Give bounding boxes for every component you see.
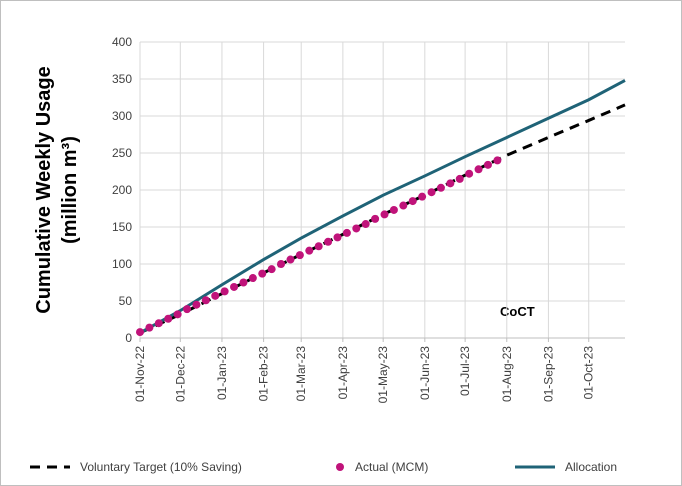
data-point — [446, 179, 455, 188]
data-point — [201, 296, 210, 305]
x-tick-label: 01-Sep-23 — [541, 346, 555, 402]
data-point — [474, 165, 483, 174]
data-point — [192, 300, 201, 309]
data-point — [277, 260, 286, 268]
y-tick-label: 50 — [119, 294, 133, 308]
legend-label: Actual (MCM) — [355, 460, 428, 474]
y-tick-label: 0 — [125, 331, 132, 345]
data-point — [408, 197, 417, 206]
data-point — [230, 282, 239, 291]
x-tick-label: 01-Jul-23 — [458, 346, 472, 396]
annotation: CoCT — [500, 304, 535, 319]
data-point — [493, 156, 502, 165]
y-tick-label: 350 — [112, 72, 132, 86]
data-point — [248, 274, 257, 283]
data-point — [465, 169, 474, 178]
data-point — [173, 310, 182, 319]
data-point — [427, 188, 436, 197]
data-point — [455, 174, 464, 183]
data-point — [154, 319, 163, 328]
data-point — [258, 269, 267, 278]
data-point — [295, 251, 304, 260]
data-point — [361, 220, 370, 229]
x-tick-label: 01-Dec-22 — [173, 346, 187, 402]
y-axis-title: Cumulative Weekly Usage — [33, 66, 55, 314]
x-tick-label: 01-Aug-23 — [500, 346, 514, 402]
data-point — [436, 183, 445, 192]
x-tick-label: 01-Nov-22 — [133, 346, 147, 402]
data-point — [183, 305, 192, 314]
legend-label: Voluntary Target (10% Saving) — [80, 460, 242, 474]
data-point — [211, 291, 220, 300]
data-point — [389, 205, 398, 214]
x-tick-label: 01-Jan-23 — [215, 346, 229, 400]
data-point — [380, 210, 389, 219]
x-tick-label: 01-Oct-23 — [582, 346, 596, 400]
data-point — [145, 323, 154, 332]
x-tick-label: 01-Feb-23 — [257, 346, 271, 402]
x-tick-label: 01-Apr-23 — [336, 346, 350, 400]
x-tick-label: 01-Jun-23 — [418, 346, 432, 400]
y-tick-label: 200 — [112, 183, 132, 197]
data-point — [239, 278, 248, 287]
data-point — [418, 192, 427, 201]
data-point — [333, 233, 342, 242]
y-tick-label: 400 — [112, 35, 132, 49]
x-tick-label: 01-Mar-23 — [294, 346, 308, 402]
data-point — [483, 160, 492, 169]
y-tick-label: 150 — [112, 220, 132, 234]
data-point — [305, 246, 314, 255]
data-point — [314, 242, 323, 251]
data-point — [267, 265, 276, 274]
data-point — [371, 214, 380, 223]
x-tick-label: 01-May-23 — [376, 346, 390, 404]
data-line — [139, 79, 626, 335]
data-point — [286, 255, 295, 264]
data-point — [220, 287, 229, 296]
data-point — [352, 224, 361, 233]
data-point — [136, 328, 144, 337]
y-tick-label: 100 — [112, 257, 132, 271]
legend-marker — [336, 463, 344, 471]
y-tick-label: 300 — [112, 109, 132, 123]
legend-label: Allocation — [565, 460, 617, 474]
data-point — [324, 237, 333, 246]
y-tick-label: 250 — [112, 146, 132, 160]
data-point — [164, 314, 173, 323]
data-point — [399, 201, 408, 210]
data-point — [342, 228, 351, 237]
y-axis-title: (million m³) — [59, 136, 81, 244]
